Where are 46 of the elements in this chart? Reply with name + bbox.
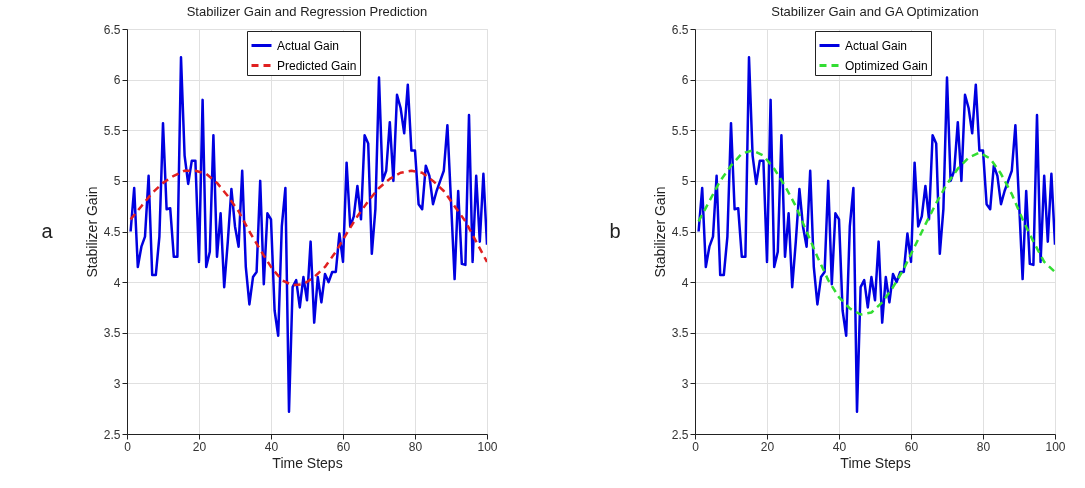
y-tick-label: 6: [681, 73, 689, 88]
x-tick-label: 60: [336, 439, 351, 454]
x-tick-label: 20: [192, 439, 207, 454]
y-tick-label: 5: [113, 174, 121, 189]
x-axis-title: Time Steps: [840, 454, 911, 471]
y-tick-label: 2.5: [671, 427, 689, 442]
x-tick-label: 40: [832, 439, 847, 454]
y-tick-label: 5.5: [103, 123, 121, 138]
legend-label: Actual Gain: [277, 38, 340, 53]
chart-title: Stabilizer Gain and GA Optimization: [771, 4, 979, 19]
x-tick-label: 100: [477, 439, 498, 454]
x-tick-label: 0: [124, 439, 132, 454]
line-series: [697, 149, 1055, 316]
line-series: [129, 169, 487, 287]
y-axis-title: Stabilizer Gain: [83, 186, 100, 278]
y-tick-label: 4: [113, 275, 121, 290]
text: b: [609, 219, 621, 242]
y-tick-label: 5.5: [671, 123, 689, 138]
y-tick-label: 3.5: [671, 326, 689, 341]
legend-label: Actual Gain: [845, 38, 908, 53]
legend-label: Predicted Gain: [277, 58, 357, 73]
legend-label: Optimized Gain: [845, 58, 928, 73]
x-tick-label: 20: [760, 439, 775, 454]
y-tick-label: 3: [113, 376, 121, 391]
y-tick-label: 4: [681, 275, 689, 290]
line-series: [697, 56, 1055, 413]
y-tick-label: 4.5: [103, 225, 121, 239]
y-tick-label: 2.5: [103, 427, 121, 442]
y-tick-label: 6.5: [103, 22, 121, 37]
x-axis-title: Time Steps: [272, 454, 343, 471]
y-tick-label: 5: [681, 174, 689, 189]
y-tick-label: 6: [113, 73, 121, 88]
y-tick-label: 3.5: [103, 326, 121, 341]
y-tick-label: 4.5: [671, 225, 689, 239]
y-axis-title: Stabilizer Gain: [651, 186, 668, 278]
y-tick-label: 3: [681, 376, 689, 391]
y-tick-label: 6.5: [671, 22, 689, 37]
text: a: [41, 219, 54, 242]
chart-title: Stabilizer Gain and Regression Prediction: [186, 4, 428, 19]
x-tick-label: 40: [264, 439, 279, 454]
x-tick-label: 100: [1045, 439, 1066, 454]
x-tick-label: 80: [976, 439, 991, 454]
x-tick-label: 80: [408, 439, 423, 454]
line-series: [129, 56, 487, 413]
x-tick-label: 0: [692, 439, 700, 454]
x-tick-label: 60: [904, 439, 919, 454]
